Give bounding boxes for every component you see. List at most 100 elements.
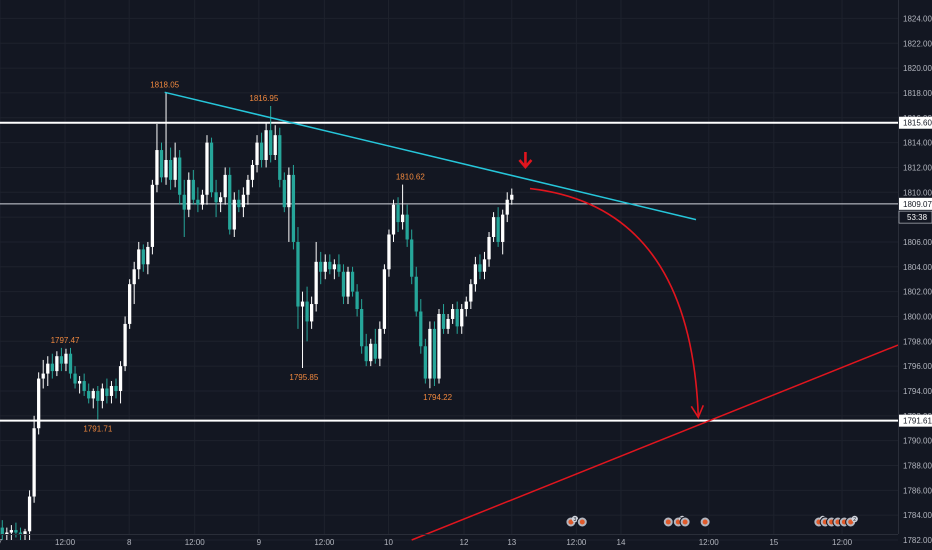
candle-body[interactable] (410, 239, 414, 277)
candle-body[interactable] (391, 204, 396, 235)
candle-body[interactable] (296, 241, 300, 307)
candle-body[interactable] (373, 343, 377, 359)
candle-body[interactable] (159, 150, 164, 178)
candle-body[interactable] (309, 304, 314, 322)
candle-body[interactable] (96, 390, 100, 401)
candle-body[interactable] (82, 381, 86, 391)
candle-body[interactable] (223, 174, 227, 198)
candle-body[interactable] (387, 234, 391, 270)
candle-body[interactable] (455, 309, 459, 327)
candle-body[interactable] (314, 261, 318, 305)
candle-body[interactable] (278, 135, 282, 180)
candle-body[interactable] (123, 323, 127, 367)
candle-body[interactable] (423, 346, 427, 379)
candle-body[interactable] (191, 179, 195, 200)
candle-body[interactable] (273, 135, 277, 156)
candle-body[interactable] (141, 249, 145, 265)
candle-body[interactable] (164, 159, 168, 178)
candle-body[interactable] (241, 194, 246, 208)
trend-line-resistance[interactable] (164, 91, 697, 221)
candle-body[interactable] (460, 309, 464, 327)
candle-body[interactable] (346, 271, 350, 297)
candle-body[interactable] (400, 214, 405, 223)
candle-body[interactable] (510, 194, 514, 200)
candle-body[interactable] (137, 249, 141, 270)
candle-body[interactable] (114, 386, 118, 391)
candle-body[interactable] (478, 264, 482, 272)
candle-body[interactable] (118, 366, 123, 391)
candle-body[interactable] (23, 531, 27, 536)
candle-body[interactable] (491, 217, 496, 237)
candle-body[interactable] (355, 291, 359, 310)
candle-body[interactable] (328, 261, 332, 270)
candle-body[interactable] (128, 284, 132, 324)
candle-body[interactable] (200, 194, 205, 205)
candle-body[interactable] (432, 328, 437, 379)
candle-body[interactable] (32, 428, 36, 497)
candle-body[interactable] (109, 386, 114, 396)
candle-body[interactable] (5, 532, 9, 536)
candle-body[interactable] (0, 527, 4, 536)
candle-body[interactable] (27, 496, 32, 532)
candle-body[interactable] (37, 378, 41, 429)
candle-body[interactable] (405, 214, 409, 240)
candle-body[interactable] (9, 530, 14, 533)
candle-body[interactable] (396, 204, 400, 223)
event-markers[interactable]: 31192 (565, 515, 858, 528)
candle-body[interactable] (469, 284, 473, 302)
candle-body[interactable] (68, 353, 73, 374)
candle-body[interactable] (105, 388, 109, 396)
candle-body[interactable] (382, 269, 387, 329)
candle-body[interactable] (428, 328, 432, 379)
candle-body[interactable] (41, 373, 45, 379)
price-axis[interactable]: 1782.001784.001786.001788.001790.001792.… (903, 14, 932, 545)
candle-body[interactable] (196, 199, 200, 205)
candle-body[interactable] (341, 271, 346, 297)
candle-body[interactable] (378, 328, 382, 359)
candle-body[interactable] (55, 356, 59, 372)
candle-body[interactable] (232, 199, 236, 230)
candle-body[interactable] (77, 381, 82, 384)
candle-body[interactable] (182, 194, 186, 210)
candle-body[interactable] (414, 276, 418, 312)
candle-body[interactable] (259, 142, 264, 160)
candle-body[interactable] (269, 130, 273, 156)
candle-body[interactable] (419, 311, 423, 347)
candle-body[interactable] (487, 236, 491, 260)
candle-body[interactable] (305, 301, 309, 322)
candle-body[interactable] (87, 390, 91, 399)
candle-body[interactable] (214, 192, 218, 203)
candles[interactable] (0, 92, 514, 540)
candle-body[interactable] (319, 261, 323, 272)
candle-body[interactable] (505, 199, 509, 215)
candle-body[interactable] (437, 313, 441, 379)
candle-body[interactable] (464, 301, 468, 310)
candle-body[interactable] (323, 261, 327, 272)
candle-body[interactable] (205, 142, 209, 195)
candle-body[interactable] (178, 157, 182, 195)
trend-line-support[interactable] (411, 344, 899, 541)
candle-body[interactable] (50, 363, 54, 372)
candle-body[interactable] (187, 179, 191, 210)
candle-body[interactable] (250, 164, 255, 180)
candle-body[interactable] (255, 142, 259, 165)
candle-body[interactable] (496, 217, 500, 242)
candle-body[interactable] (18, 532, 23, 536)
candle-body[interactable] (446, 318, 450, 329)
candle-body[interactable] (132, 269, 136, 285)
candle-body[interactable] (300, 301, 305, 307)
candle-body[interactable] (64, 353, 68, 364)
candle-body[interactable] (59, 356, 64, 364)
candle-body[interactable] (360, 309, 364, 347)
candle-body[interactable] (218, 197, 223, 203)
candle-body[interactable] (237, 199, 241, 208)
candle-body[interactable] (291, 174, 296, 242)
candle-body[interactable] (46, 363, 50, 374)
candle-body[interactable] (228, 174, 232, 230)
candle-body[interactable] (209, 142, 214, 193)
candle-body[interactable] (91, 390, 95, 399)
candle-body[interactable] (287, 174, 291, 208)
candle-body[interactable] (168, 159, 173, 180)
candle-body[interactable] (14, 530, 18, 533)
